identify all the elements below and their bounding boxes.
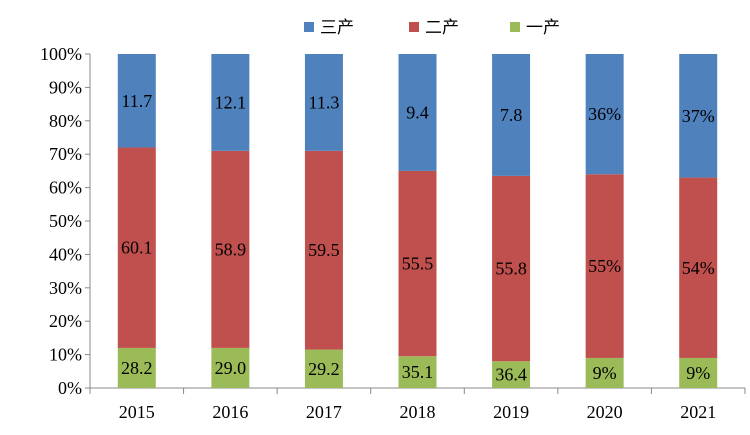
y-tick-label: 30% xyxy=(49,278,82,298)
legend-label: 一产 xyxy=(526,18,560,38)
data-label: 29.2 xyxy=(308,359,340,379)
data-label: 9.4 xyxy=(406,102,429,122)
bar-segment xyxy=(304,150,343,350)
data-label: 7.8 xyxy=(500,105,523,125)
data-label: 37% xyxy=(682,106,715,126)
bar-segment xyxy=(585,54,624,175)
data-label: 58.9 xyxy=(215,239,247,259)
data-label: 60.1 xyxy=(121,238,153,258)
x-tick-label: 2017 xyxy=(306,402,342,422)
data-label: 36.4 xyxy=(495,365,527,385)
bar-segment xyxy=(398,356,437,388)
bar-segment xyxy=(304,349,343,388)
y-tick-label: 10% xyxy=(49,345,82,365)
bar-segment xyxy=(679,177,718,358)
legend-swatch xyxy=(304,22,314,32)
x-tick-label: 2020 xyxy=(587,402,623,422)
data-label: 28.2 xyxy=(121,358,153,378)
y-tick-label: 100% xyxy=(40,44,82,64)
legend-swatch xyxy=(409,22,419,32)
bar-segment xyxy=(211,150,250,348)
bar-segment xyxy=(679,357,718,388)
x-tick-label: 2019 xyxy=(493,402,529,422)
bar-segment xyxy=(398,54,437,171)
data-label: 55.5 xyxy=(402,254,434,274)
x-tick-label: 2015 xyxy=(119,402,155,422)
x-tick-label: 2018 xyxy=(400,402,436,422)
bar-segment xyxy=(585,357,624,388)
bar-segment xyxy=(117,347,156,388)
bar-segment xyxy=(492,361,531,388)
bar-segment xyxy=(211,54,250,151)
data-label: 11.7 xyxy=(121,91,152,111)
data-label: 9% xyxy=(686,363,710,383)
y-tick-label: 90% xyxy=(49,77,82,97)
data-label: 55.8 xyxy=(495,259,527,279)
bar-segment xyxy=(492,175,531,362)
x-tick-label: 2016 xyxy=(212,402,248,422)
data-label: 36% xyxy=(588,104,621,124)
y-tick-label: 60% xyxy=(49,178,82,198)
legend-label: 三产 xyxy=(320,18,354,38)
data-label: 59.5 xyxy=(308,240,340,260)
bar-segment xyxy=(117,147,156,348)
data-label: 12.1 xyxy=(215,92,247,112)
bar-segment xyxy=(679,54,718,178)
legend-label: 二产 xyxy=(425,18,459,38)
data-label: 11.3 xyxy=(309,92,340,112)
data-label: 55% xyxy=(588,256,621,276)
bar-segment xyxy=(492,54,531,176)
data-label: 9% xyxy=(593,363,617,383)
legend-swatch xyxy=(510,22,520,32)
bar-segment xyxy=(211,347,250,388)
x-tick-label: 2021 xyxy=(680,402,716,422)
data-label: 29.0 xyxy=(215,358,247,378)
bar-segment xyxy=(398,170,437,357)
y-tick-label: 20% xyxy=(49,311,82,331)
data-label: 35.1 xyxy=(402,362,434,382)
y-tick-label: 50% xyxy=(49,211,82,231)
data-label: 54% xyxy=(682,258,715,278)
y-tick-label: 80% xyxy=(49,111,82,131)
y-tick-label: 70% xyxy=(49,144,82,164)
bar-segment xyxy=(585,174,624,358)
y-tick-label: 0% xyxy=(58,378,82,398)
bar-segment xyxy=(117,54,156,148)
bar-segment xyxy=(304,54,343,151)
y-tick-label: 40% xyxy=(49,244,82,264)
